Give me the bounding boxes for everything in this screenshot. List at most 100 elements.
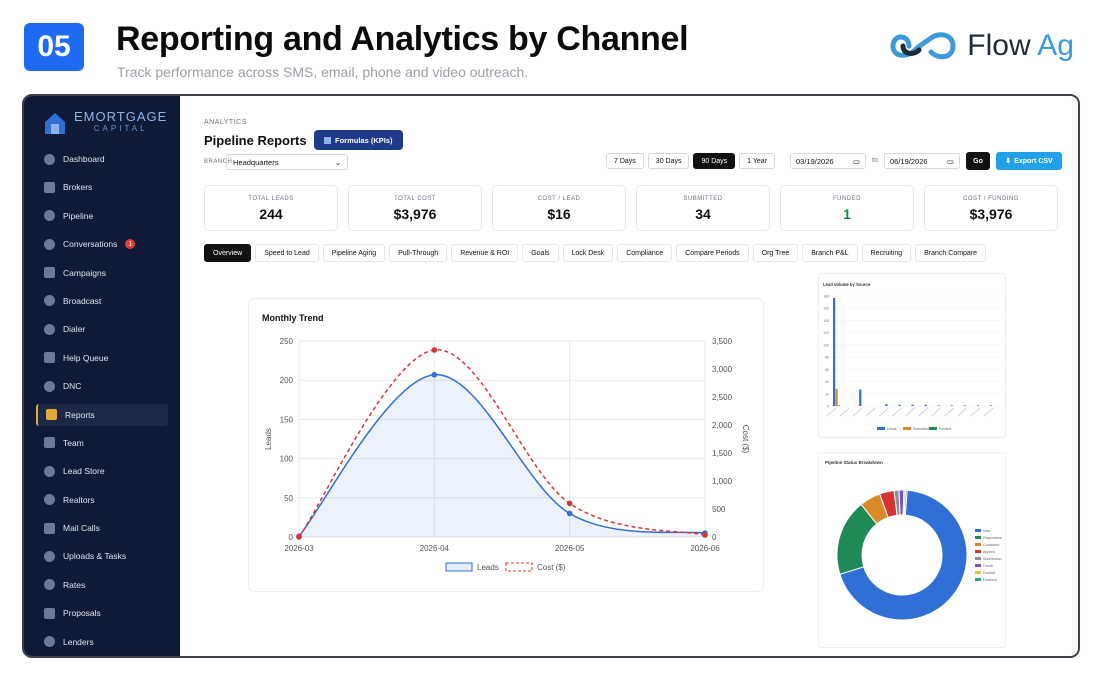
x-tick-label-mark: [931, 407, 941, 417]
legend-swatch: [975, 564, 981, 567]
bar: [838, 405, 841, 406]
y2-tick-label: 2,000: [712, 421, 733, 430]
notification-badge: 1: [125, 239, 136, 250]
sidebar-item-team[interactable]: Team: [36, 432, 168, 454]
sidebar-item-label: Reports: [65, 409, 95, 420]
sidebar-item-label: Campaigns: [63, 267, 106, 278]
sidebar-item-label: Mail Calls: [63, 523, 100, 534]
kpi-value: $3,976: [969, 206, 1013, 222]
kpi-label: TOTAL LEADS: [248, 196, 294, 202]
range-button-1-year[interactable]: 1 Year: [739, 153, 776, 169]
sidebar-item-lead-store[interactable]: Lead Store: [36, 460, 168, 482]
bar: [898, 404, 901, 406]
y2-axis-label: Cost ($): [741, 425, 750, 454]
branch-label: BRANCH: [204, 159, 233, 165]
bar: [911, 404, 914, 406]
x-tick-label-mark: [879, 407, 889, 417]
sidebar-item-mail-calls[interactable]: Mail Calls: [36, 517, 168, 539]
kpi-card: COST / LEAD $16: [492, 185, 626, 231]
range-button-7-days[interactable]: 7 Days: [606, 153, 644, 169]
sidebar-item-dashboard[interactable]: Dashboard: [36, 148, 168, 170]
sidebar-item-conversations[interactable]: Conversations 1: [36, 233, 168, 255]
range-button-30-days[interactable]: 30 Days: [647, 153, 690, 169]
tab-speed-to-lead[interactable]: Speed to Lead: [255, 244, 319, 262]
kpi-card: COST / FUNDING $3,976: [924, 185, 1058, 231]
legend-swatch: [975, 543, 981, 546]
sidebar-item-realtors[interactable]: Realtors: [36, 489, 168, 511]
x-tick-label-mark: [970, 407, 981, 417]
logo-main-text: EMORTGAGE: [74, 109, 168, 124]
chart-title: Monthly Trend: [262, 313, 324, 323]
nav-icon: [44, 153, 55, 165]
y-tick-label: 50: [284, 494, 293, 503]
tab-pipeline-aging[interactable]: Pipeline Aging: [322, 244, 386, 262]
x-tick-label-mark: [866, 407, 876, 417]
brand-name: Flow Ag: [967, 29, 1074, 62]
y-tick-label: 100: [823, 343, 829, 347]
sidebar-item-dialer[interactable]: Dialer: [36, 318, 168, 340]
sidebar-item-label: Realtors: [63, 494, 95, 505]
nav-icon: [44, 210, 55, 222]
slide-title: Reporting and Analytics by Channel: [116, 20, 689, 58]
sidebar-item-dnc[interactable]: DNC: [36, 375, 168, 397]
sidebar-item-pipeline[interactable]: Pipeline: [36, 205, 168, 227]
y-tick-label: 140: [823, 319, 829, 323]
data-point: [566, 510, 573, 517]
tab-goals[interactable]: Goals: [522, 244, 559, 262]
sidebar-item-label: Uploads & Tasks: [63, 551, 127, 562]
sidebar-item-proposals[interactable]: Proposals: [36, 602, 168, 624]
legend-label: Leads: [477, 563, 499, 572]
y-tick-label: 60: [825, 368, 829, 372]
slide-number-badge: 05: [24, 23, 84, 71]
tab-pull-through[interactable]: Pull-Through: [389, 244, 448, 262]
legend-label: Submission: [983, 557, 1002, 561]
date-to-input[interactable]: 06/19/2026 ▭: [884, 153, 960, 169]
house-logo-icon: [45, 113, 65, 134]
tab-revenue-roi[interactable]: Revenue & ROI: [451, 244, 519, 262]
bar: [937, 405, 940, 406]
sidebar-item-brokers[interactable]: Brokers: [36, 176, 168, 198]
date-from-input[interactable]: 03/19/2026 ▭: [790, 153, 866, 169]
tab-compare-periods[interactable]: Compare Periods: [676, 244, 749, 262]
sidebar-item-uploads-tasks[interactable]: Uploads & Tasks: [36, 545, 168, 567]
nav-icon: [46, 409, 57, 421]
sidebar-item-campaigns[interactable]: Campaigns: [36, 262, 168, 284]
sidebar-item-broadcast[interactable]: Broadcast: [36, 290, 168, 312]
y-tick-label: 0: [289, 533, 294, 542]
pie-slice: [903, 489, 908, 516]
go-button[interactable]: Go: [966, 152, 990, 170]
report-content: ANALYTICS Pipeline Reports Formulas (KPI…: [180, 96, 1072, 656]
tab-overview[interactable]: Overview: [204, 244, 252, 262]
y-tick-label: 180: [823, 295, 829, 299]
legend-swatch: [975, 529, 981, 532]
branch-select[interactable]: Headquarters ⌄: [226, 154, 348, 170]
chevron-down-icon: ⌄: [334, 157, 341, 167]
tab-org-tree[interactable]: Org Tree: [752, 244, 799, 262]
x-tick-label-mark: [892, 407, 902, 417]
download-icon: ⬇: [1005, 158, 1012, 165]
flowag-logo: Flow Ag: [889, 26, 1074, 66]
sidebar-item-reports[interactable]: Reports: [36, 403, 168, 426]
kpi-value: 1: [843, 206, 851, 222]
bar: [885, 404, 888, 406]
legend-label: Applied: [983, 550, 995, 554]
y2-tick-label: 2,500: [712, 393, 733, 402]
sidebar-item-rates[interactable]: Rates: [36, 574, 168, 596]
tab-compliance[interactable]: Compliance: [617, 244, 673, 262]
sidebar-item-lenders[interactable]: Lenders: [36, 631, 168, 653]
logo-sub-text: CAPITAL: [93, 124, 148, 133]
tab-recruiting[interactable]: Recruiting: [861, 244, 912, 262]
tab-branch-compare[interactable]: Branch Compare: [915, 244, 987, 262]
kpi-label: COST / LEAD: [537, 196, 581, 202]
range-button-90-days[interactable]: 90 Days: [693, 153, 736, 169]
tab-branch-p-l[interactable]: Branch P&L: [802, 244, 858, 262]
tab-lock-desk[interactable]: Lock Desk: [562, 244, 614, 262]
bar: [963, 405, 966, 406]
monthly-trend-chart: 2502001501005003,5003,0002,5002,0001,500…: [264, 337, 750, 572]
legend-label: Funded: [939, 427, 951, 431]
sidebar-item-label: Brokers: [63, 182, 93, 193]
formulas-kpis-button[interactable]: Formulas (KPIs): [314, 130, 403, 150]
export-csv-button[interactable]: ⬇ Export CSV: [996, 152, 1062, 170]
chart-title: Pipeline Status Breakdown: [825, 460, 883, 465]
sidebar-item-help-queue[interactable]: Help Queue: [36, 347, 168, 369]
